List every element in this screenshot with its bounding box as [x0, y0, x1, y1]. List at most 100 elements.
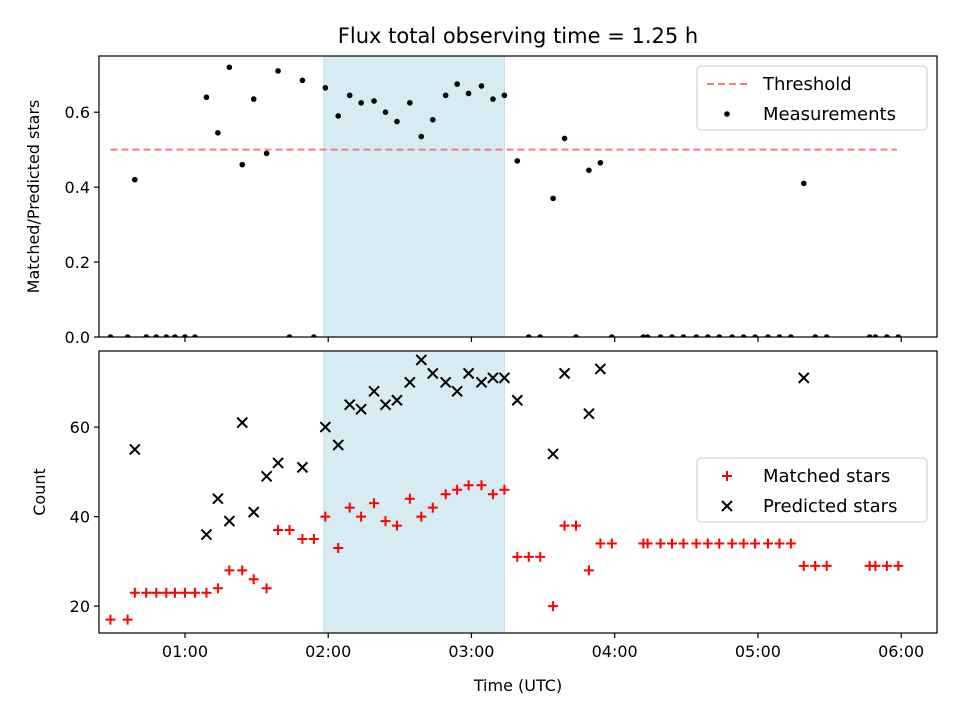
data-point	[812, 334, 819, 337]
x-tick-label: 05:00	[735, 642, 781, 661]
data-point	[343, 399, 356, 411]
data-point	[669, 334, 675, 337]
data-point	[275, 68, 281, 74]
data-point	[427, 367, 439, 380]
data-point	[765, 334, 771, 337]
data-point	[429, 116, 436, 123]
data-point	[344, 502, 355, 513]
data-point	[404, 376, 416, 389]
data-point	[821, 560, 832, 571]
data-point	[122, 614, 133, 625]
data-point	[391, 394, 403, 406]
data-point	[872, 334, 879, 337]
data-point	[200, 528, 213, 541]
data-point	[391, 520, 402, 531]
data-point	[379, 399, 392, 411]
data-point	[427, 502, 438, 513]
legend-label: Predicted stars	[763, 496, 897, 517]
data-point	[762, 538, 773, 549]
legend-frame	[696, 65, 928, 131]
data-point	[311, 334, 317, 337]
data-point	[239, 161, 246, 168]
data-point	[179, 587, 190, 598]
data-point	[740, 334, 747, 337]
y-axis-label: Count	[30, 468, 49, 516]
y-tick-label: 0.4	[65, 178, 90, 197]
data-point	[501, 92, 508, 99]
data-point	[705, 334, 711, 337]
data-point	[248, 506, 260, 518]
data-point	[236, 416, 248, 429]
data-point	[729, 334, 735, 337]
data-point	[452, 484, 463, 495]
data-point	[250, 96, 257, 102]
data-point	[371, 98, 377, 104]
data-point	[810, 560, 821, 571]
data-point	[462, 367, 475, 380]
x-tick-label: 03:00	[448, 642, 494, 661]
data-point	[415, 354, 428, 366]
data-point	[394, 118, 400, 125]
legend-label: Measurements	[763, 104, 896, 125]
observing-span	[323, 56, 505, 337]
x-tick-label: 02:00	[305, 642, 351, 661]
data-point	[380, 516, 391, 527]
data-point	[693, 334, 700, 337]
data-point	[161, 587, 172, 598]
data-point	[182, 334, 188, 337]
data-point	[356, 511, 367, 522]
data-point	[439, 376, 452, 389]
data-point	[418, 133, 425, 140]
x-tick-label: 01:00	[162, 642, 208, 661]
data-point	[525, 334, 532, 337]
y-axis-label: Matched/Predicted stars	[24, 100, 43, 294]
data-point	[788, 334, 794, 337]
data-point	[548, 601, 559, 612]
data-point	[296, 461, 309, 474]
data-point	[702, 538, 713, 549]
data-point	[346, 92, 353, 99]
legend-label: Matched stars	[763, 466, 890, 487]
x-tick-label: 06:00	[878, 642, 924, 661]
data-point	[798, 372, 810, 384]
data-point	[107, 334, 114, 337]
data-point	[498, 372, 511, 384]
legend-frame	[696, 457, 928, 523]
data-point	[606, 538, 617, 549]
plot-area	[105, 351, 904, 633]
data-point	[644, 334, 651, 337]
data-point	[286, 334, 293, 337]
y-tick-label: 0.6	[65, 103, 90, 122]
data-point	[714, 538, 725, 549]
data-point	[657, 334, 664, 337]
data-point	[263, 150, 270, 157]
data-point	[189, 587, 200, 598]
data-point	[212, 583, 223, 594]
data-point	[201, 587, 212, 598]
data-point	[499, 484, 510, 495]
data-point	[332, 439, 344, 451]
data-point	[124, 334, 131, 337]
axes-frame	[98, 350, 938, 634]
legend-label: Threshold	[762, 74, 852, 95]
data-point	[774, 538, 785, 549]
data-point	[237, 565, 248, 576]
data-point	[738, 538, 749, 549]
data-point	[248, 574, 259, 585]
data-point	[866, 334, 873, 337]
data-point	[297, 534, 308, 544]
data-point	[226, 64, 233, 71]
data-point	[535, 551, 546, 562]
data-point	[333, 542, 344, 553]
data-point	[594, 363, 607, 375]
data-point	[224, 565, 235, 576]
data-point	[893, 560, 904, 571]
data-point	[335, 113, 342, 119]
data-point	[523, 551, 534, 562]
data-point	[368, 385, 380, 397]
data-point	[319, 421, 332, 433]
data-point	[169, 587, 180, 598]
figure-title: Flux total observing time = 1.25 h	[338, 24, 698, 48]
y-tick-label: 40	[70, 508, 90, 527]
